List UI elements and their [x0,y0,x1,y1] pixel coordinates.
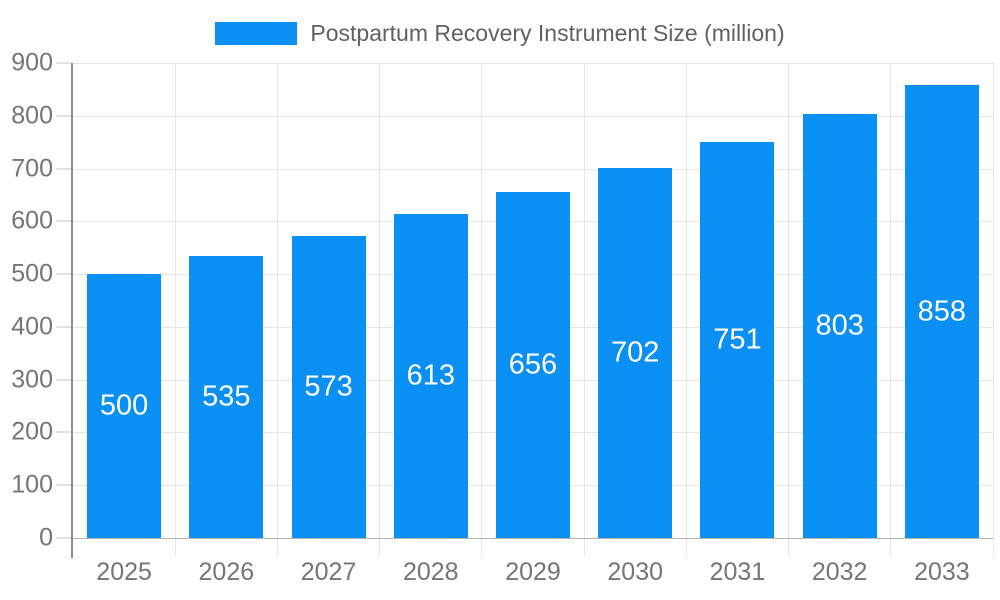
y-gridline [73,63,993,64]
y-axis-tick [56,62,72,64]
y-axis-tick [56,379,72,381]
y-axis-label: 300 [11,365,53,394]
x-axis-label: 2028 [402,558,459,586]
x-axis-label: 2033 [914,558,970,586]
x-axis-label: 2030 [607,558,664,586]
bar [87,274,162,538]
bar-value-label: 573 [304,370,353,403]
x-gridline [583,63,585,556]
x-gridline [379,63,381,556]
y-axis-label: 400 [11,312,53,341]
x-gridline [992,63,994,556]
x-axis-label: 2032 [811,558,868,586]
y-axis-tick [56,326,72,328]
legend-swatch [215,22,298,45]
y-axis-label: 900 [11,48,53,77]
x-gridline [481,63,483,556]
y-axis-tick [56,220,72,222]
bar [904,85,979,538]
legend: Postpartum Recovery Instrument Size (mil… [0,20,1000,47]
x-axis-label: 2025 [96,558,152,586]
y-axis-label: 100 [11,470,53,499]
bar [802,114,877,538]
bar [598,167,673,538]
y-gridline [73,538,993,539]
bar-value-label: 500 [99,389,149,422]
bar-value-label: 751 [713,323,762,356]
x-gridline [174,63,176,556]
x-gridline [890,63,892,556]
bar-value-label: 535 [202,380,251,413]
y-axis-label: 600 [11,206,53,235]
bar-value-label: 803 [815,309,864,342]
y-axis-line [71,63,73,558]
x-axis-label: 2026 [198,558,255,586]
y-axis-tick [56,431,72,433]
y-axis-label: 500 [11,259,53,288]
y-axis-tick [56,115,72,117]
bar [291,235,366,538]
bar [189,255,264,538]
bar [496,191,570,538]
y-axis-tick [56,168,72,170]
bar-value-label: 656 [508,348,558,381]
plot-area: 0 100 200 300 400 500 600 700 800 900 500 2025 535 20… [11,50,994,586]
x-gridline [276,63,278,556]
bar [700,141,775,538]
bar-value-label: 858 [917,295,967,328]
x-gridline [788,63,790,556]
x-axis-label: 2027 [300,558,357,586]
y-axis-label: 200 [11,417,53,446]
y-axis-label: 0 [39,523,53,552]
y-axis-label: 700 [11,154,53,183]
x-axis-label: 2029 [505,558,561,586]
legend-label: Postpartum Recovery Instrument Size (mil… [310,20,785,46]
x-gridline [685,63,687,556]
x-axis-label: 2031 [709,558,766,586]
y-axis-tick [56,484,72,486]
bar-value-label: 613 [406,359,455,392]
bar-value-label: 702 [611,336,660,369]
y-axis-tick [56,273,72,275]
y-gridline [73,168,993,170]
y-axis-tick [56,537,72,539]
y-axis-label: 800 [11,101,53,130]
y-gridline [73,115,993,117]
bar [393,214,468,538]
